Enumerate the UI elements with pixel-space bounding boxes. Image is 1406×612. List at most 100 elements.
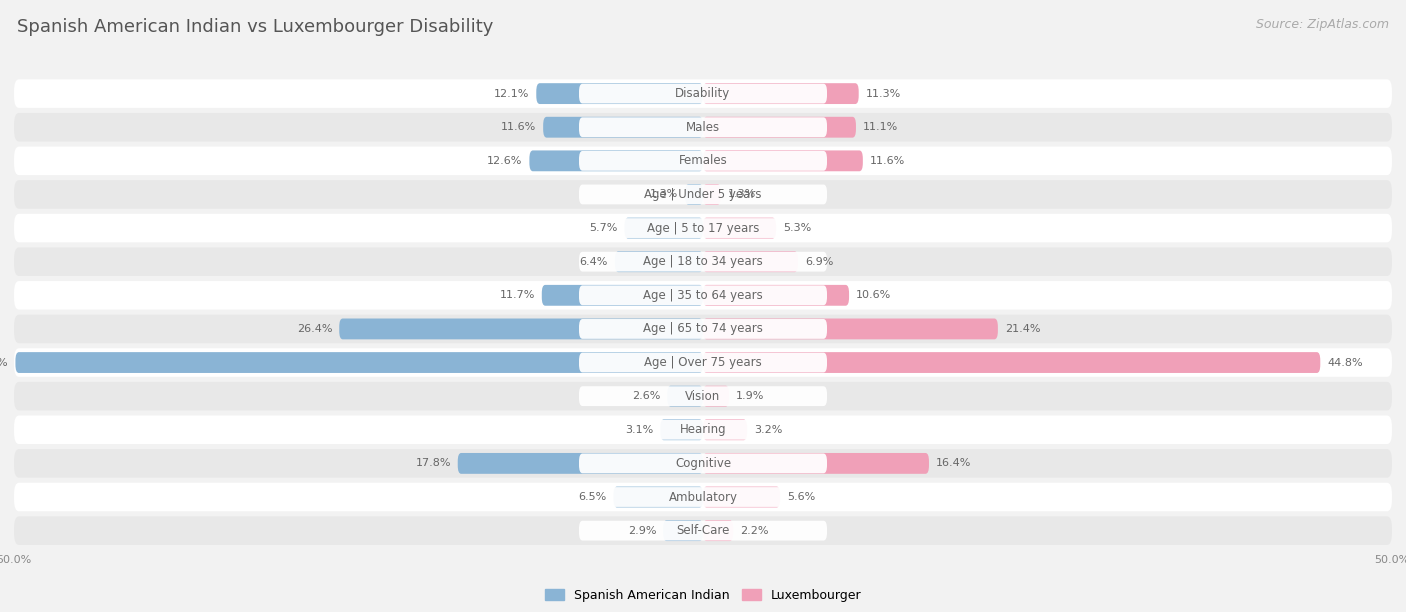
FancyBboxPatch shape bbox=[579, 185, 827, 204]
Text: 49.9%: 49.9% bbox=[0, 357, 8, 368]
Text: 6.4%: 6.4% bbox=[579, 256, 607, 267]
FancyBboxPatch shape bbox=[613, 487, 703, 507]
Text: Hearing: Hearing bbox=[679, 424, 727, 436]
Text: 6.5%: 6.5% bbox=[578, 492, 606, 502]
FancyBboxPatch shape bbox=[14, 315, 1392, 343]
Text: 5.3%: 5.3% bbox=[783, 223, 811, 233]
Text: 6.9%: 6.9% bbox=[806, 256, 834, 267]
FancyBboxPatch shape bbox=[579, 252, 827, 272]
FancyBboxPatch shape bbox=[664, 520, 703, 541]
FancyBboxPatch shape bbox=[703, 453, 929, 474]
Text: 1.3%: 1.3% bbox=[728, 190, 756, 200]
FancyBboxPatch shape bbox=[579, 84, 827, 103]
Text: 11.6%: 11.6% bbox=[501, 122, 536, 132]
FancyBboxPatch shape bbox=[543, 117, 703, 138]
FancyBboxPatch shape bbox=[579, 386, 827, 406]
Text: Age | 35 to 64 years: Age | 35 to 64 years bbox=[643, 289, 763, 302]
Text: Self-Care: Self-Care bbox=[676, 524, 730, 537]
FancyBboxPatch shape bbox=[14, 247, 1392, 276]
Text: 1.9%: 1.9% bbox=[737, 391, 765, 401]
FancyBboxPatch shape bbox=[703, 252, 799, 272]
Text: 26.4%: 26.4% bbox=[297, 324, 332, 334]
FancyBboxPatch shape bbox=[703, 285, 849, 306]
Text: 12.6%: 12.6% bbox=[486, 156, 523, 166]
Text: Spanish American Indian vs Luxembourger Disability: Spanish American Indian vs Luxembourger … bbox=[17, 18, 494, 36]
FancyBboxPatch shape bbox=[579, 521, 827, 540]
Text: Age | 65 to 74 years: Age | 65 to 74 years bbox=[643, 323, 763, 335]
Text: Age | 18 to 34 years: Age | 18 to 34 years bbox=[643, 255, 763, 268]
Text: 5.6%: 5.6% bbox=[787, 492, 815, 502]
Text: Disability: Disability bbox=[675, 87, 731, 100]
FancyBboxPatch shape bbox=[14, 113, 1392, 141]
Text: Age | Over 75 years: Age | Over 75 years bbox=[644, 356, 762, 369]
FancyBboxPatch shape bbox=[14, 483, 1392, 511]
Text: 11.1%: 11.1% bbox=[863, 122, 898, 132]
FancyBboxPatch shape bbox=[703, 117, 856, 138]
FancyBboxPatch shape bbox=[14, 180, 1392, 209]
FancyBboxPatch shape bbox=[14, 382, 1392, 411]
FancyBboxPatch shape bbox=[624, 218, 703, 239]
FancyBboxPatch shape bbox=[668, 386, 703, 406]
Text: 11.3%: 11.3% bbox=[866, 89, 901, 99]
FancyBboxPatch shape bbox=[14, 449, 1392, 478]
Text: 21.4%: 21.4% bbox=[1005, 324, 1040, 334]
Text: 11.6%: 11.6% bbox=[870, 156, 905, 166]
FancyBboxPatch shape bbox=[536, 83, 703, 104]
Text: Age | 5 to 17 years: Age | 5 to 17 years bbox=[647, 222, 759, 234]
Text: 10.6%: 10.6% bbox=[856, 290, 891, 300]
Text: 5.7%: 5.7% bbox=[589, 223, 617, 233]
FancyBboxPatch shape bbox=[579, 319, 827, 339]
Text: Vision: Vision bbox=[685, 390, 721, 403]
Text: 44.8%: 44.8% bbox=[1327, 357, 1362, 368]
Text: 2.2%: 2.2% bbox=[740, 526, 769, 536]
FancyBboxPatch shape bbox=[14, 146, 1392, 175]
Text: Source: ZipAtlas.com: Source: ZipAtlas.com bbox=[1256, 18, 1389, 31]
Text: Age | Under 5 years: Age | Under 5 years bbox=[644, 188, 762, 201]
FancyBboxPatch shape bbox=[703, 218, 776, 239]
FancyBboxPatch shape bbox=[541, 285, 703, 306]
Text: 11.7%: 11.7% bbox=[499, 290, 534, 300]
Text: 2.6%: 2.6% bbox=[631, 391, 661, 401]
FancyBboxPatch shape bbox=[703, 83, 859, 104]
FancyBboxPatch shape bbox=[458, 453, 703, 474]
Text: 17.8%: 17.8% bbox=[415, 458, 451, 468]
Text: 12.1%: 12.1% bbox=[494, 89, 530, 99]
FancyBboxPatch shape bbox=[15, 352, 703, 373]
Text: 1.3%: 1.3% bbox=[650, 190, 678, 200]
Text: 2.9%: 2.9% bbox=[627, 526, 657, 536]
FancyBboxPatch shape bbox=[579, 118, 827, 137]
FancyBboxPatch shape bbox=[703, 184, 721, 205]
Text: Males: Males bbox=[686, 121, 720, 134]
FancyBboxPatch shape bbox=[614, 252, 703, 272]
FancyBboxPatch shape bbox=[579, 285, 827, 305]
FancyBboxPatch shape bbox=[579, 453, 827, 473]
Text: 3.2%: 3.2% bbox=[754, 425, 782, 435]
FancyBboxPatch shape bbox=[703, 352, 1320, 373]
FancyBboxPatch shape bbox=[530, 151, 703, 171]
Text: Ambulatory: Ambulatory bbox=[668, 490, 738, 504]
Text: 3.1%: 3.1% bbox=[626, 425, 654, 435]
FancyBboxPatch shape bbox=[703, 386, 730, 406]
Text: Cognitive: Cognitive bbox=[675, 457, 731, 470]
FancyBboxPatch shape bbox=[14, 416, 1392, 444]
FancyBboxPatch shape bbox=[14, 80, 1392, 108]
FancyBboxPatch shape bbox=[14, 281, 1392, 310]
FancyBboxPatch shape bbox=[579, 420, 827, 439]
Legend: Spanish American Indian, Luxembourger: Spanish American Indian, Luxembourger bbox=[540, 584, 866, 606]
FancyBboxPatch shape bbox=[685, 184, 703, 205]
Text: 16.4%: 16.4% bbox=[936, 458, 972, 468]
FancyBboxPatch shape bbox=[14, 214, 1392, 242]
FancyBboxPatch shape bbox=[579, 487, 827, 507]
Text: Females: Females bbox=[679, 154, 727, 167]
FancyBboxPatch shape bbox=[579, 218, 827, 238]
FancyBboxPatch shape bbox=[579, 353, 827, 373]
FancyBboxPatch shape bbox=[703, 151, 863, 171]
FancyBboxPatch shape bbox=[661, 419, 703, 440]
FancyBboxPatch shape bbox=[703, 487, 780, 507]
FancyBboxPatch shape bbox=[703, 419, 747, 440]
FancyBboxPatch shape bbox=[703, 318, 998, 339]
FancyBboxPatch shape bbox=[14, 517, 1392, 545]
FancyBboxPatch shape bbox=[579, 151, 827, 171]
FancyBboxPatch shape bbox=[14, 348, 1392, 377]
FancyBboxPatch shape bbox=[703, 520, 734, 541]
